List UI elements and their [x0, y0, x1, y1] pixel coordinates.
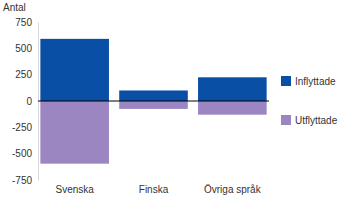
y-tick-label: 0: [26, 96, 32, 107]
y-axis: -750 -500 -250 0 250 500 750: [12, 17, 39, 186]
y-tick: 750: [15, 17, 38, 28]
y-tick: -500: [12, 148, 38, 159]
y-tick: 0: [26, 96, 38, 107]
y-tick-label: 750: [15, 17, 32, 28]
y-tick: -750: [12, 175, 38, 186]
y-tick: -250: [12, 122, 38, 133]
y-tick-label: -500: [12, 148, 32, 159]
zero-line: [38, 101, 269, 102]
legend-swatch: [281, 115, 291, 125]
legend-swatch: [281, 76, 291, 86]
legend: Inflyttade Utflyttade: [281, 76, 338, 126]
x-tick: Finska: [139, 180, 169, 195]
x-tick-label: Övriga språk: [204, 184, 262, 195]
y-tick-label: 250: [15, 69, 32, 80]
bar: [119, 101, 188, 109]
x-tick-label: Finska: [139, 184, 169, 195]
legend-label: Inflyttade: [295, 76, 336, 87]
bar: [198, 77, 267, 101]
bar: [40, 101, 109, 164]
x-tick-label: Svenska: [55, 184, 94, 195]
bar: [119, 90, 188, 101]
y-tick-label: 500: [15, 43, 32, 54]
legend-label: Utflyttade: [295, 115, 338, 126]
x-axis: Svenska Finska Övriga språk: [55, 180, 261, 195]
y-axis-title: Antal: [3, 2, 26, 13]
x-tick: Svenska: [55, 180, 94, 195]
y-tick: 250: [15, 69, 38, 80]
x-tick: Övriga språk: [204, 180, 262, 195]
y-tick-label: -250: [12, 122, 32, 133]
y-tick: 500: [15, 43, 38, 54]
bar: [40, 39, 109, 101]
y-tick-label: -750: [12, 175, 32, 186]
bar: [198, 101, 267, 115]
chart: -750 -500 -250 0 250 500 750 Svenska Finska Övrig…: [0, 0, 361, 206]
